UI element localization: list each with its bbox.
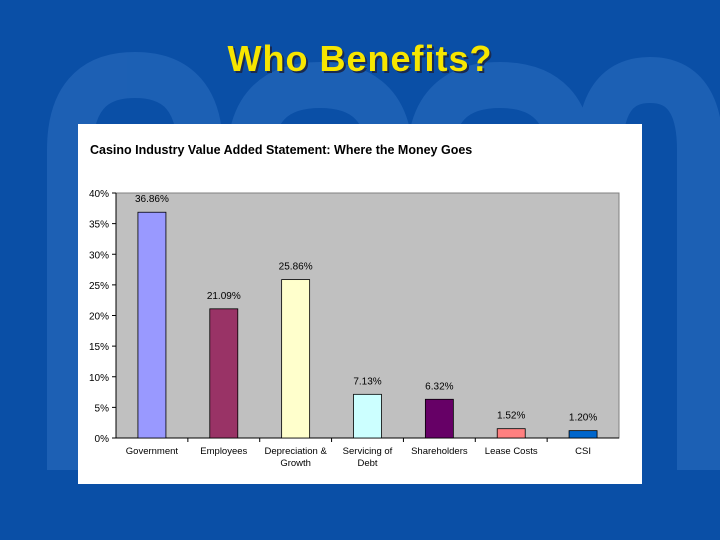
bar <box>353 393 382 439</box>
bar <box>137 211 167 439</box>
y-tick-label: 30% <box>89 250 109 261</box>
bar <box>281 279 311 439</box>
data-label: 7.13% <box>353 376 381 387</box>
y-tick-label: 25% <box>89 281 109 292</box>
y-tick-label: 40% <box>89 189 109 200</box>
bar-chart: 0% 5% 10% 15% 20% 25% 30% 35% 40% 36.86% Governmen… <box>89 189 620 469</box>
y-tick-label: 35% <box>89 220 109 231</box>
category-label: Servicing of <box>343 446 393 457</box>
chart-title: Casino Industry Value Added Statement: W… <box>90 143 473 157</box>
category-label: Debt <box>357 458 377 469</box>
data-label: 36.86% <box>135 194 169 205</box>
category-label: Growth <box>280 458 311 469</box>
category-label: Lease Costs <box>485 446 538 457</box>
chart-panel: Casino Industry Value Added Statement: W… <box>78 124 642 484</box>
y-tick-label: 5% <box>95 403 110 414</box>
data-label: 21.09% <box>207 291 241 302</box>
data-label: 6.32% <box>425 381 453 392</box>
bar <box>424 398 454 439</box>
bar <box>209 308 239 439</box>
slide-title: Who Benefits? <box>227 38 493 79</box>
y-tick-label: 20% <box>89 312 109 323</box>
category-label: Depreciation & <box>264 446 327 457</box>
category-label: Employees <box>200 446 247 457</box>
data-label: 1.20% <box>569 413 597 424</box>
bar <box>568 430 598 439</box>
category-label: Shareholders <box>411 446 468 457</box>
y-tick-label: 15% <box>89 342 109 353</box>
y-tick-label: 10% <box>89 373 109 384</box>
category-label: Government <box>126 446 179 457</box>
bar <box>496 428 526 439</box>
y-tick-label: 0% <box>95 434 110 445</box>
data-label: 25.86% <box>279 262 313 273</box>
data-label: 1.52% <box>497 411 525 422</box>
category-label: CSI <box>575 446 591 457</box>
